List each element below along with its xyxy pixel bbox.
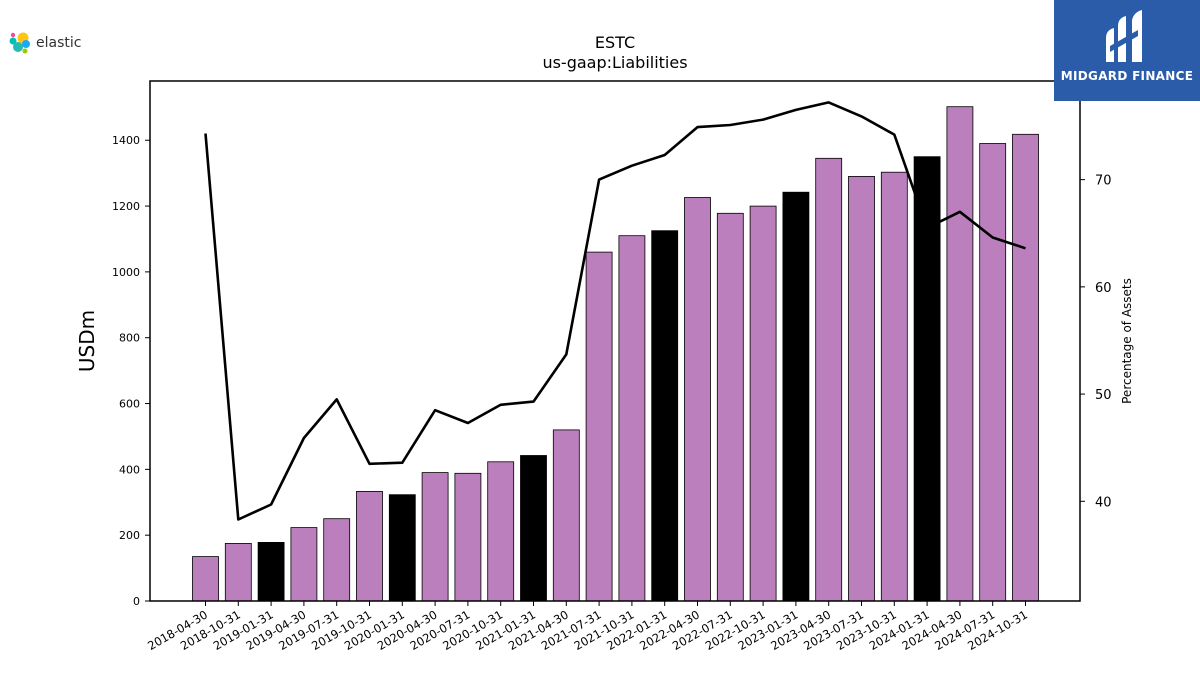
bar-2018-10-31 [224, 543, 252, 602]
bar-2023-04-30 [815, 157, 843, 602]
bar-2024-04-30 [946, 106, 974, 602]
bar-2020-07-31 [454, 472, 482, 602]
bar-2020-04-30 [421, 472, 449, 602]
bar-2021-07-31 [585, 251, 613, 602]
elastic-logo-text: elastic [36, 35, 82, 51]
bar-2022-07-31 [716, 212, 744, 602]
bar-2018-04-30 [192, 556, 219, 602]
bar-2023-07-31 [848, 175, 875, 602]
bar-2023-01-31 [782, 191, 810, 602]
bar-2022-10-31 [749, 205, 777, 602]
y-tick-label: 200 [119, 529, 140, 542]
bar-2019-10-31 [356, 490, 383, 602]
left-axis-ticks: 0 200 400 600 800 1000 1200 1400 [112, 134, 150, 608]
midgard-finance-logo: MIDGARD FINANCE [1054, 0, 1200, 101]
right-axis-ticks: 40 50 60 70 [1080, 174, 1112, 510]
chart-subtitle: us-gaap:Liabilities [542, 53, 687, 72]
percentage-line [204, 101, 1026, 521]
midgard-mark-icon [1106, 10, 1142, 62]
midgard-logo-text: MIDGARD FINANCE [1060, 69, 1194, 83]
elastic-logo-icon [9, 32, 30, 54]
bar-2022-01-31 [651, 230, 679, 602]
plot-frame [149, 80, 1081, 602]
x-axis-ticks: 2018-04-302018-10-312019-01-312019-04-30… [145, 601, 1030, 653]
y-tick-label: 1200 [112, 200, 140, 213]
bar-2020-01-31 [388, 494, 416, 602]
bar-2024-07-31 [979, 143, 1007, 602]
y-tick-label: 0 [133, 595, 140, 608]
y-tick-label: 800 [119, 332, 140, 345]
bar-2020-10-31 [487, 461, 515, 602]
y2-tick-label: 50 [1095, 388, 1112, 403]
y2-tick-label: 70 [1095, 174, 1112, 189]
bar-2021-04-30 [552, 429, 580, 602]
y2-tick-label: 60 [1095, 281, 1112, 296]
bar-2021-01-31 [520, 455, 547, 602]
bar-2019-01-31 [257, 542, 285, 602]
bar-2021-10-31 [618, 235, 646, 602]
bar-2024-01-31 [913, 156, 941, 602]
bar-2019-04-30 [290, 527, 318, 602]
bar-2022-04-30 [684, 197, 711, 602]
bar-2024-10-31 [1012, 133, 1039, 602]
y-tick-label: 1000 [112, 266, 140, 279]
bar-2023-10-31 [880, 171, 908, 602]
y-axis-label: USDm [75, 310, 99, 372]
y-tick-label: 400 [119, 463, 140, 476]
y-tick-label: 1400 [112, 134, 140, 147]
bar-series [192, 106, 1039, 602]
bar-2019-07-31 [323, 518, 351, 602]
y2-tick-label: 40 [1095, 495, 1112, 510]
y2-axis-label: Percentage of Assets [1120, 278, 1134, 404]
chart-title: ESTC [595, 33, 635, 52]
y-tick-label: 600 [119, 398, 140, 411]
elastic-logo: elastic [8, 31, 81, 55]
